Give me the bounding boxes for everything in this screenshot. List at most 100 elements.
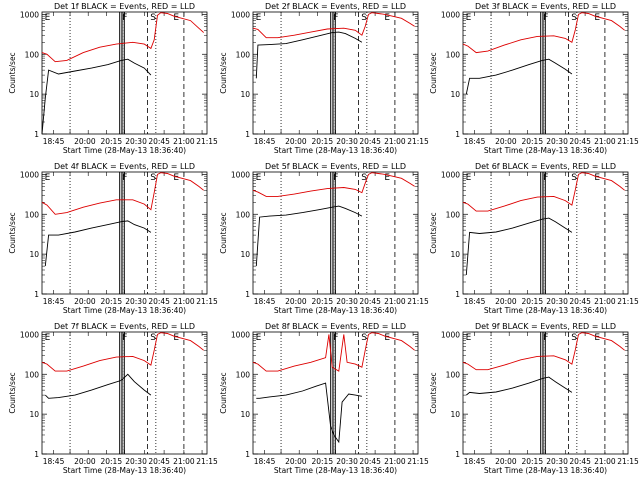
marker-label: S [571,13,577,23]
x-tick-label: 20:45 [148,457,170,466]
marker-label: E [45,333,51,343]
y-tick-label: 1000 [231,10,250,19]
marker-label: E [45,173,51,183]
y-tick-label: 100 [446,210,461,219]
x-axis-label: Start Time (28-May-13 18:36:40) [63,146,186,155]
x-tick-label: 21:00 [594,137,616,146]
panel-det-4: Det 4f BLACK = Events, RED = LLD 1 10 100 10… [8,162,218,315]
x-tick-label: 20:45 [359,137,381,146]
x-tick-label: 20:30 [125,297,147,306]
y-tick-label: 10 [240,410,250,419]
y-tick-label: 1000 [441,10,460,19]
marker-label: E [173,333,179,343]
y-tick-label: 100 [25,370,40,379]
marker-label: F [333,13,338,23]
panel-det-5: Det 5f BLACK = Events, RED = LLD 1 10 100 10… [219,162,429,315]
marker-label: E [256,173,262,183]
x-tick-label: 20:15 [100,457,122,466]
y-axis-label: Counts/sec [219,52,228,93]
marker-label: E [466,333,472,343]
x-tick-label: 20:15 [311,137,333,146]
marker-label: F [333,173,338,183]
series-lld [41,172,204,215]
marker-label: S [150,13,156,23]
y-tick-label: 100 [25,210,40,219]
marker-label: F [543,173,548,183]
marker-label: S [361,13,367,23]
y-tick-label: 1000 [231,330,250,339]
x-tick-label: 20:45 [148,137,170,146]
series-lld [41,12,205,63]
x-tick-label: 21:00 [594,457,616,466]
y-axis-label: Counts/sec [219,372,228,413]
y-axis-label: Counts/sec [429,372,438,413]
x-tick-label: 21:15 [617,457,639,466]
series-lld [462,172,625,212]
y-tick-label: 1000 [441,330,460,339]
x-tick-label: 21:00 [384,297,406,306]
x-axis-label: Start Time (28-May-13 18:36:40) [63,306,186,315]
x-tick-label: 21:00 [173,137,195,146]
x-tick-label: 20:45 [569,297,591,306]
marker-label: S [150,173,156,183]
x-tick-label: 20:30 [546,137,568,146]
panel-title: Det 4f BLACK = Events, RED = LLD [54,162,195,171]
series-events [465,58,573,95]
y-tick-label: 1000 [20,170,39,179]
y-tick-label: 10 [29,250,39,259]
x-tick-label: 21:15 [196,297,218,306]
x-tick-label: 20:00 [495,137,517,146]
y-tick-label: 10 [29,90,39,99]
panel-det-8: Det 8f BLACK = Events, RED = LLD 1 10 100 10… [219,322,429,475]
x-tick-label: 20:15 [521,137,543,146]
x-tick-label: 20:30 [125,457,147,466]
x-axis-label: Start Time (28-May-13 18:36:40) [274,306,397,315]
x-axis-label: Start Time (28-May-13 18:36:40) [274,146,397,155]
series-lld [41,332,204,372]
x-tick-label: 20:45 [359,297,381,306]
x-tick-label: 18:45 [464,457,486,466]
panel-title: Det 9f BLACK = Events, RED = LLD [475,322,616,331]
x-tick-label: 21:00 [594,297,616,306]
y-tick-label: 1000 [231,170,250,179]
panel-title: Det 5f BLACK = Events, RED = LLD [265,162,406,171]
x-tick-label: 20:45 [569,137,591,146]
x-tick-label: 21:15 [407,457,429,466]
x-tick-label: 18:45 [254,457,276,466]
marker-label: E [594,333,600,343]
x-axis-label: Start Time (28-May-13 18:36:40) [274,466,397,475]
x-tick-label: 20:15 [100,137,122,146]
marker-label: F [333,333,338,343]
panel-det-7: Det 7f BLACK = Events, RED = LLD 1 10 100 10… [8,322,218,475]
marker-label: E [384,13,390,23]
panel-det-3: Det 3f BLACK = Events, RED = LLD 1 10 100 10… [429,2,639,155]
x-tick-label: 20:45 [359,457,381,466]
x-tick-label: 20:15 [100,297,122,306]
x-tick-label: 21:00 [173,297,195,306]
x-tick-label: 20:30 [546,457,568,466]
marker-label: E [256,333,262,343]
marker-label: S [361,333,367,343]
x-tick-label: 20:00 [495,297,517,306]
y-tick-label: 100 [25,50,40,59]
series-lld [252,12,415,39]
marker-label: E [594,13,600,23]
x-tick-label: 20:00 [495,457,517,466]
x-axis-label: Start Time (28-May-13 18:36:40) [484,306,607,315]
marker-label: E [384,333,390,343]
x-tick-label: 20:00 [285,297,307,306]
marker-label: E [594,173,600,183]
x-tick-label: 20:15 [311,297,333,306]
y-tick-label: 10 [450,250,460,259]
x-tick-label: 18:45 [464,297,486,306]
marker-label: E [384,173,390,183]
series-events [44,220,152,267]
y-tick-label: 100 [236,370,251,379]
x-tick-label: 20:45 [569,457,591,466]
y-axis-label: Counts/sec [429,52,438,93]
series-events [256,382,362,444]
x-tick-label: 20:00 [74,457,96,466]
x-tick-label: 21:00 [384,457,406,466]
y-tick-label: 1000 [20,10,39,19]
